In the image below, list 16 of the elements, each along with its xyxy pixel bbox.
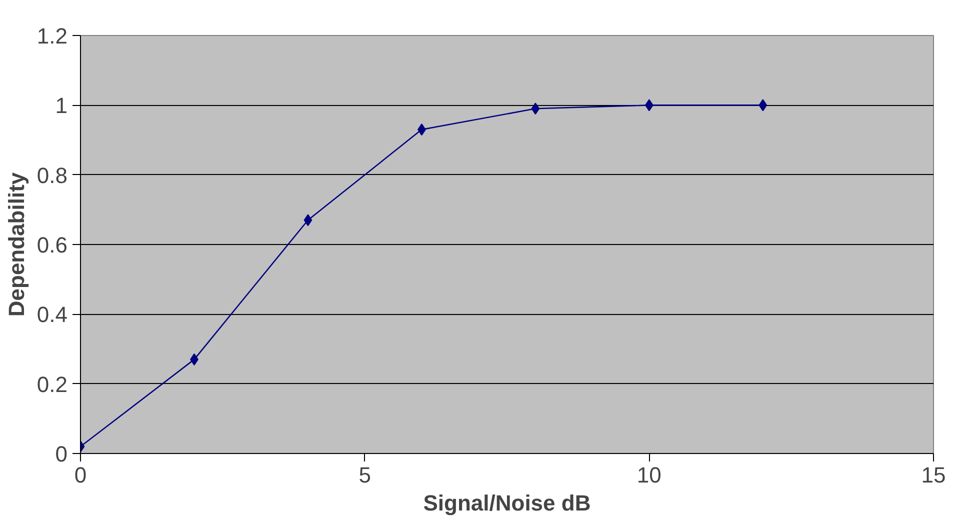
point <box>304 214 312 226</box>
point <box>531 102 540 115</box>
x-tick-label: 5 <box>358 462 371 488</box>
x-tick-label: 10 <box>636 462 662 488</box>
y-axis-title: Dependability <box>4 172 29 317</box>
x-tick-label: 15 <box>921 462 946 488</box>
y-tick-label: 0 <box>55 442 68 466</box>
y-tick-label: 0.8 <box>36 162 68 188</box>
x-axis-title: Signal/Noise dB <box>423 490 591 516</box>
y-tick-label: 0.2 <box>36 372 68 397</box>
y-tick-label: 0.4 <box>36 302 68 328</box>
y-tick-label: 1.2 <box>36 24 68 48</box>
point <box>758 99 768 112</box>
y-tick-label: 0.6 <box>36 232 68 258</box>
x-tick-label: 0 <box>74 462 87 488</box>
y-tick-label: 1 <box>55 93 68 118</box>
